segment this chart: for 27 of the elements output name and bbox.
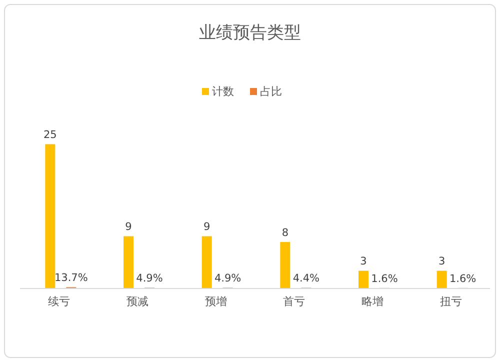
data-label: 9 — [203, 221, 210, 234]
bar — [202, 236, 212, 288]
legend-label: 计数 — [212, 85, 234, 98]
data-label: 1.6% — [371, 272, 398, 285]
x-tick-label: 预减 — [126, 295, 148, 308]
bar — [45, 144, 56, 288]
data-label: 3 — [360, 256, 367, 268]
data-label: 4.4% — [292, 272, 320, 285]
bar — [358, 270, 368, 288]
bar — [436, 270, 447, 288]
bar — [124, 236, 134, 288]
bar — [280, 242, 290, 288]
x-tick-label: 略增 — [362, 295, 384, 308]
data-label: 13.7% — [54, 272, 88, 284]
data-label: 1.6% — [449, 272, 476, 285]
x-tick-label: 扭亏 — [440, 295, 462, 308]
data-label: 3 — [438, 256, 446, 268]
data-label: 4.9% — [136, 272, 163, 285]
data-label: 8 — [282, 226, 289, 239]
data-label: 25 — [43, 129, 57, 142]
x-tick-label: 预增 — [204, 295, 227, 308]
legend-label: 占比 — [260, 85, 282, 98]
x-tick-label: 首亏 — [283, 295, 306, 308]
data-label: 9 — [125, 221, 132, 234]
data-label: 4.9% — [214, 272, 242, 285]
chart-title: 业绩预告类型 — [199, 23, 301, 43]
x-tick-label: 续亏 — [48, 295, 70, 308]
